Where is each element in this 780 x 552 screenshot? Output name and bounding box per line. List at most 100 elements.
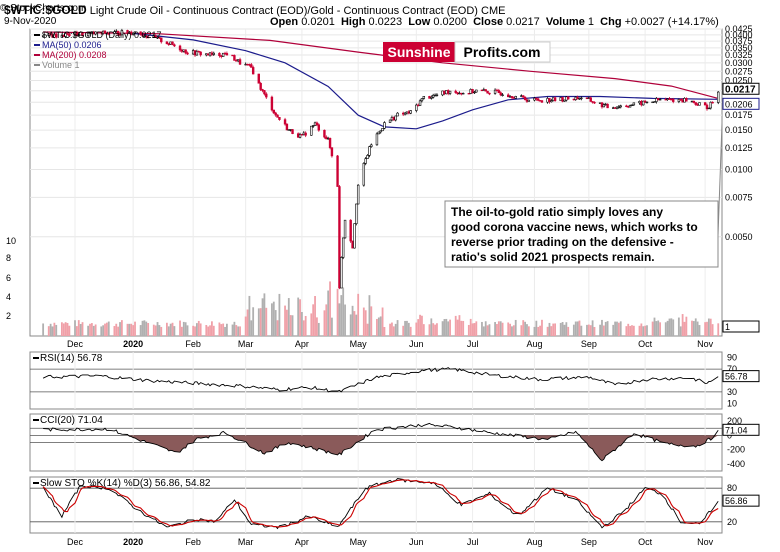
price-candle	[443, 90, 446, 95]
price-panel	[29, 28, 723, 337]
price-candle	[265, 93, 268, 98]
price-candle	[250, 64, 253, 68]
volume-bar	[284, 305, 286, 336]
volume-bar	[81, 322, 84, 336]
volume-bar	[454, 315, 457, 336]
sto-tick-label: 20	[727, 517, 737, 527]
price-candle	[653, 101, 656, 103]
price-candle	[403, 112, 407, 115]
price-candle	[540, 100, 544, 103]
volume-bar	[389, 323, 391, 336]
price-candle	[233, 55, 236, 61]
volume-bar	[497, 321, 500, 336]
price-candle	[559, 97, 562, 102]
volume-bar	[160, 326, 163, 336]
price-candle	[356, 184, 360, 205]
price-candle	[645, 101, 649, 104]
price-candle	[448, 90, 452, 94]
volume-bar	[53, 322, 56, 336]
price-candle	[705, 104, 709, 110]
bottom-x-label: Apr	[295, 537, 309, 547]
volume-bar	[467, 324, 470, 336]
price-candle	[236, 59, 240, 62]
volume-bar	[107, 321, 110, 336]
volume-bar	[104, 323, 106, 336]
volume-bar	[49, 323, 52, 336]
volume-bar	[171, 322, 174, 336]
price-candle	[520, 95, 523, 97]
volume-bar	[499, 321, 502, 336]
volume-bar	[331, 317, 333, 336]
volume-bar	[709, 318, 712, 336]
volume-bar	[297, 297, 300, 336]
price-candle	[677, 99, 681, 102]
price-candle	[343, 219, 347, 239]
volume-bar	[299, 299, 301, 336]
price-candle	[711, 101, 714, 104]
volume-bar	[526, 324, 528, 336]
price-candle	[68, 33, 71, 37]
price-candle	[703, 102, 707, 106]
volume-bar	[130, 323, 133, 336]
volume-bar	[565, 322, 568, 336]
volume-bar	[226, 323, 228, 336]
volume-bar	[246, 309, 249, 336]
legend-ma50: MA(50) 0.0206	[42, 40, 102, 50]
price-candle	[456, 92, 459, 95]
price-candle	[390, 117, 394, 121]
volume-bar	[276, 320, 279, 336]
price-candle	[533, 97, 536, 101]
price-candle	[441, 90, 444, 96]
price-candle	[655, 98, 658, 102]
price-candle	[606, 103, 609, 109]
price-candle	[495, 89, 499, 92]
price-candle	[409, 110, 412, 114]
volume-bar	[574, 321, 577, 336]
volume-bar	[546, 326, 549, 336]
price-candle	[180, 49, 184, 52]
volume-bar	[211, 321, 213, 336]
price-candle	[287, 129, 290, 131]
annotation-line: ratio's solid 2021 prospects remain.	[451, 250, 655, 264]
price-x-label: Mar	[238, 339, 254, 349]
price-candle	[304, 132, 307, 136]
volume-bar	[139, 325, 142, 336]
volume-bar	[233, 321, 236, 336]
price-candle	[364, 158, 367, 164]
price-tick-label: 0.0100	[725, 164, 753, 174]
price-candle	[208, 52, 212, 56]
volume-bar	[430, 318, 433, 336]
price-candle	[165, 41, 169, 45]
volume-bar	[606, 321, 609, 336]
volume-bar	[550, 326, 553, 336]
watermark: © StockCharts.com	[0, 3, 87, 14]
close-value: 0.0217	[506, 16, 540, 28]
volume-bar	[640, 323, 643, 336]
price-candle	[311, 125, 315, 127]
volume-bar	[51, 326, 54, 336]
volume-bar	[94, 324, 97, 336]
volume-bar	[338, 303, 341, 336]
volume-bar	[591, 320, 594, 336]
volume-bar	[259, 308, 262, 336]
price-candle	[527, 99, 531, 102]
volume-bar	[559, 322, 562, 336]
price-candle	[514, 96, 517, 99]
volume-bar	[115, 323, 118, 336]
volume-tick-label: 2	[6, 311, 11, 321]
volume-bar	[257, 308, 260, 336]
volume-bar	[158, 325, 161, 336]
volume-bar	[366, 323, 369, 336]
price-candle	[248, 64, 251, 66]
volume-bar	[672, 319, 675, 336]
price-candle	[591, 101, 594, 103]
price-candle	[692, 100, 696, 103]
volume-bar	[432, 323, 435, 336]
price-candle	[191, 50, 195, 55]
volume-bar	[511, 326, 513, 336]
volume-bar	[659, 322, 662, 336]
volume-tick-label: 6	[6, 273, 11, 283]
price-candle	[276, 114, 279, 118]
ma200-line	[43, 31, 719, 99]
price-candle	[77, 34, 80, 37]
